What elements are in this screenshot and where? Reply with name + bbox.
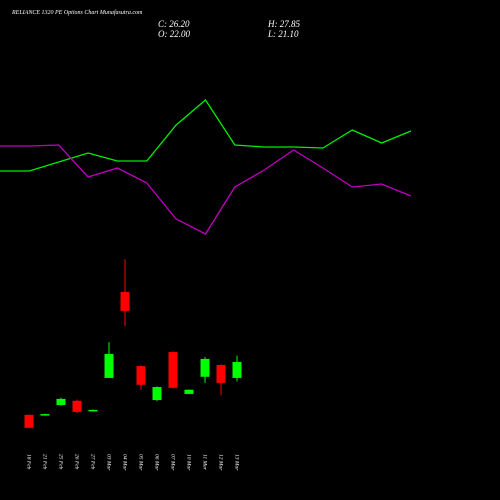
chart-title: RELIANCE 1320 PE Options Chart Munafasut… [11,9,143,16]
x-tick-label: 10 Mar [186,454,192,471]
candle-body [152,387,162,401]
candle-body [24,414,34,428]
x-tick-label: 11 Mar [202,454,208,471]
x-tick-label: 07 Mar [170,454,176,471]
candle-body [216,364,226,383]
x-tick-label: 06 Mar [154,454,160,471]
x-tick-label: 12 Mar [218,454,224,471]
candle-body [56,398,66,405]
candle-body [104,353,114,378]
x-tick-label: 21 Feb [42,454,48,470]
info-high: H: 27.85 [267,19,300,29]
candle-body [136,366,146,385]
info-close: C: 26.20 [158,19,190,29]
candle-body [120,291,130,311]
x-tick-label: 04 Mar [122,454,129,471]
x-tick-label: 05 Mar [138,454,144,471]
x-tick-label: 18 Feb [26,454,32,470]
candle-body [168,352,178,388]
x-tick-label: 27 Feb [90,454,96,470]
candle-body [88,409,98,412]
indicator-line [0,144,412,235]
x-tick-label: 25 Feb [58,454,64,470]
candle-body [232,361,242,378]
candle-body [200,358,210,377]
x-tick-label: 03 Mar [106,454,112,471]
x-tick-label: 13 Mar [234,454,240,471]
x-tick-label: 26 Feb [74,454,80,470]
candle-body [184,389,194,394]
info-open: O: 22.00 [158,29,190,39]
info-low: L: 21.10 [267,29,299,39]
candle-body [40,414,50,416]
indicator-line [0,99,412,172]
candle-body [72,400,82,412]
